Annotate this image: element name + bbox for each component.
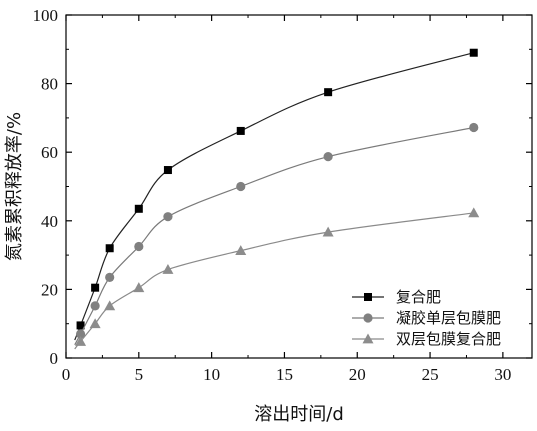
y-tick-label: 0 (50, 349, 59, 368)
legend-marker (363, 313, 373, 323)
data-point (236, 126, 245, 135)
data-point (322, 226, 334, 237)
data-point (235, 245, 247, 256)
data-point (90, 301, 100, 311)
x-tick-label: 30 (494, 365, 511, 384)
data-point (133, 282, 145, 293)
legend-marker (362, 333, 374, 344)
legend-label: 凝胶单层包膜肥 (396, 309, 501, 327)
data-point (105, 244, 114, 253)
y-tick-label: 20 (41, 280, 58, 299)
data-point (105, 272, 115, 282)
data-point (323, 152, 333, 162)
y-tick-label: 100 (33, 6, 59, 25)
x-tick-label: 0 (62, 365, 71, 384)
data-point (91, 283, 100, 292)
data-point (468, 207, 480, 218)
y-axis: 0 20 40 60 80 100 (33, 6, 532, 368)
series-3 (74, 207, 480, 350)
plot-frame (65, 14, 533, 359)
data-point (162, 264, 174, 274)
data-point (75, 336, 87, 346)
plot-border (65, 14, 533, 359)
data-point (469, 122, 479, 133)
data-point (324, 88, 333, 97)
x-tick-label: 5 (135, 365, 144, 384)
x-tick-label: 15 (276, 365, 293, 384)
x-tick-label: 25 (422, 365, 439, 384)
data-point (163, 212, 173, 222)
legend-marker (364, 293, 372, 301)
data-point (469, 48, 478, 57)
data-point (134, 204, 143, 213)
data-point (134, 241, 144, 252)
data-point (236, 181, 246, 192)
legend-label: 双层包膜复合肥 (396, 330, 501, 348)
x-axis: 0 5 10 15 20 25 30 (62, 15, 511, 384)
y-tick-label: 40 (41, 212, 58, 231)
data-point (163, 166, 172, 175)
x-tick-label: 20 (349, 365, 366, 384)
legend-label: 复合肥 (396, 288, 441, 306)
series-layer (74, 48, 480, 350)
data-point (104, 300, 116, 311)
series-line (74, 212, 474, 350)
y-tick-label: 60 (41, 143, 58, 162)
data-point (76, 321, 85, 330)
y-tick-label: 80 (41, 75, 58, 94)
series-1 (74, 48, 478, 341)
data-point (75, 329, 86, 339)
series-2 (74, 122, 479, 346)
x-axis-label: 溶出时间/d (254, 404, 344, 425)
data-point (89, 318, 101, 329)
x-tick-label: 10 (203, 365, 220, 384)
y-axis-label: 氮素累积释放率/% (4, 112, 25, 261)
